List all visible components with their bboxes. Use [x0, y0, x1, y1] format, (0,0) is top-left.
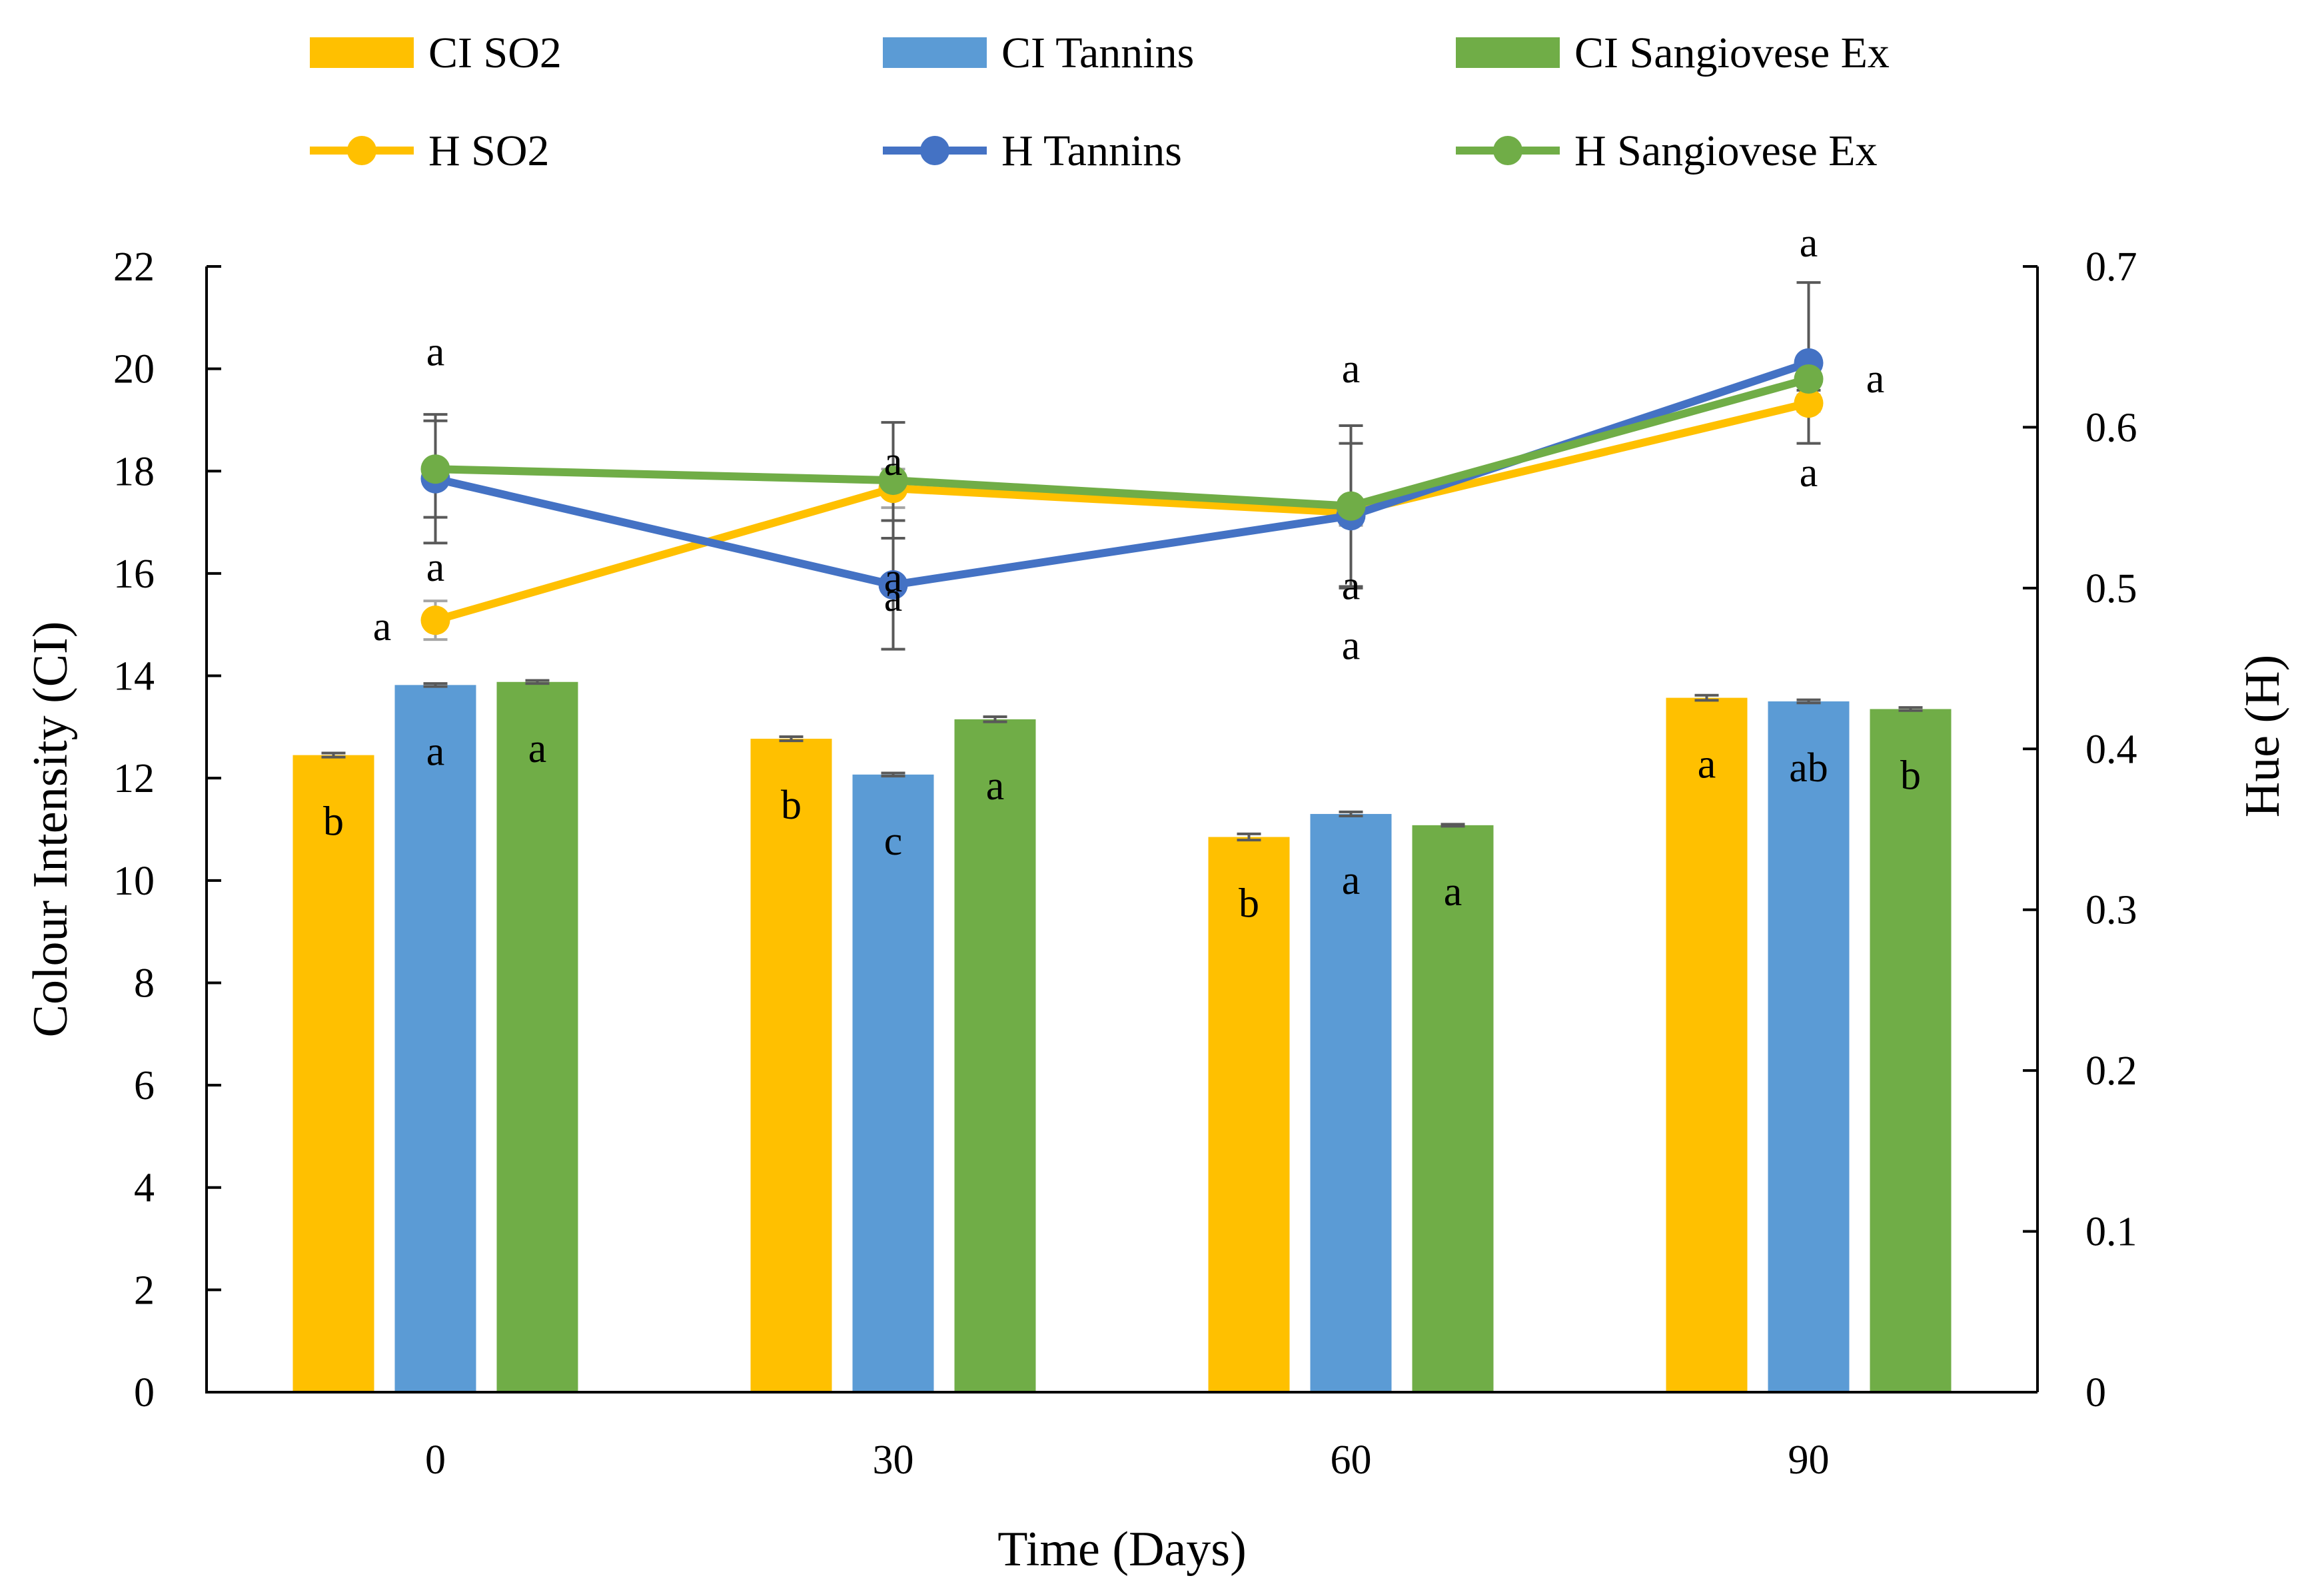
y-left-tick-label: 2	[134, 1268, 155, 1313]
series-line	[435, 375, 1810, 510]
legend-label: CI Sangiovese Ex	[1574, 29, 1890, 77]
y-left-tick-label: 0	[134, 1370, 155, 1415]
x-tick-label: 0	[425, 1437, 446, 1483]
line-significance-letter: a	[884, 439, 903, 484]
line-significance-letter: a	[373, 604, 392, 649]
bar	[1310, 813, 1392, 1392]
line-significance-letter: a	[1342, 346, 1361, 392]
bar-significance-letter: b	[1239, 881, 1259, 927]
line-significance-letter: a	[1866, 356, 1885, 402]
y-right-tick-label: 0.6	[2085, 405, 2137, 450]
line-point	[878, 466, 908, 496]
line-significance-letter: a	[884, 556, 903, 601]
line-significance-letter: a	[426, 545, 445, 590]
line-point	[1794, 388, 1824, 418]
bar-significance-letter: ab	[1789, 745, 1828, 791]
y-left-tick-label: 16	[113, 552, 155, 597]
bar	[292, 755, 374, 1392]
bar	[1412, 825, 1494, 1392]
y-right-tick-label: 0.7	[2085, 244, 2137, 290]
legend-marker	[1493, 136, 1522, 165]
y-left-tick-label: 6	[134, 1063, 155, 1108]
bar	[750, 739, 832, 1392]
bar	[1208, 837, 1290, 1392]
line-point	[420, 605, 450, 635]
bar-significance-letter: a	[986, 763, 1005, 809]
y-left-tick-label: 8	[134, 961, 155, 1006]
bar	[496, 681, 578, 1392]
bar-significance-letter: b	[781, 783, 802, 828]
y-right-tick-label: 0	[2085, 1370, 2106, 1415]
legend-swatch	[1456, 37, 1560, 68]
bar	[1666, 697, 1748, 1392]
bar	[852, 774, 934, 1392]
x-tick-label: 60	[1331, 1437, 1372, 1483]
axes	[205, 266, 2039, 1394]
line-significance-letter: a	[1342, 563, 1361, 608]
line-significance-letter: a	[1800, 450, 1818, 496]
bar-significance-letter: a	[528, 726, 547, 771]
legend-label: CI Tannins	[1001, 29, 1194, 77]
y-right-tick-label: 0.4	[2085, 727, 2137, 772]
bar	[1870, 709, 1952, 1392]
legend-swatch	[883, 37, 987, 68]
y-right-axis-title: Hue (H)	[2235, 655, 2290, 818]
legend-label: H Sangiovese Ex	[1574, 127, 1878, 175]
bar-significance-letter: a	[1698, 742, 1716, 787]
line-point	[1336, 491, 1366, 521]
x-tick-label: 90	[1788, 1437, 1830, 1483]
bar-significance-letter: a	[1444, 869, 1462, 915]
line-error-bars	[423, 281, 1821, 651]
x-axis-title: Time (Days)	[997, 1522, 1246, 1577]
y-left-tick-label: 10	[113, 859, 155, 904]
lines	[420, 348, 1824, 635]
legend-marker	[920, 136, 949, 165]
y-left-tick-label: 22	[113, 244, 155, 290]
line-significance-letter: a	[1800, 220, 1818, 266]
line-point	[1794, 364, 1824, 394]
legend: CI SO2 CI Tannins CI Sangiovese Ex H SO2 H T…	[310, 29, 1890, 175]
bar	[394, 685, 476, 1392]
y-left-tick-label: 12	[113, 756, 155, 801]
bar-significance-letter: b	[1900, 753, 1921, 798]
bar	[954, 719, 1036, 1392]
legend-swatch	[310, 37, 414, 68]
bar-error-bars	[321, 679, 1923, 842]
y-right-tick-label: 0.1	[2085, 1210, 2137, 1255]
line-significance-letter: a	[426, 330, 445, 375]
bar-significance-letter: a	[1342, 858, 1361, 903]
bar-significance-letter: c	[884, 819, 903, 864]
line-point	[878, 570, 908, 600]
line-point	[420, 454, 450, 484]
legend-label: CI SO2	[428, 29, 562, 77]
x-tick-label: 30	[873, 1437, 914, 1483]
series-line	[434, 399, 1810, 624]
line-significance-letter: a	[1342, 623, 1361, 669]
y-right-tick-label: 0.5	[2085, 566, 2137, 611]
line-significance-letter: a	[884, 575, 903, 620]
bars	[292, 681, 1952, 1392]
legend-label: H SO2	[428, 127, 550, 175]
bar-significance-letter: b	[323, 799, 344, 845]
y-left-tick-label: 4	[134, 1166, 155, 1211]
bar	[1768, 701, 1850, 1392]
legend-label: H Tannins	[1001, 127, 1182, 175]
y-right-tick-label: 0.3	[2085, 888, 2137, 933]
y-left-tick-label: 18	[113, 449, 155, 494]
y-left-tick-label: 20	[113, 347, 155, 392]
bar-significance-letter: a	[426, 729, 445, 774]
y-left-axis-title: Colour Intensity (CI)	[23, 621, 78, 1038]
ticks: 0 2 4 6 8 10 12 14 16 18 20 22 0 0.1 0.2 0.3 0.4 0.5 0.6 0.…	[113, 244, 2137, 1483]
y-left-tick-label: 14	[113, 654, 155, 699]
legend-marker	[347, 136, 376, 165]
y-right-tick-label: 0.2	[2085, 1048, 2137, 1094]
